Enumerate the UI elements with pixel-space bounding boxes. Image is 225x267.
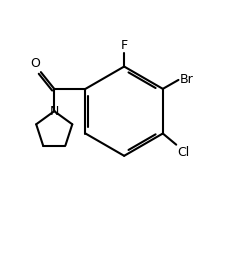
Text: Cl: Cl bbox=[177, 146, 189, 159]
Text: O: O bbox=[30, 57, 40, 70]
Text: N: N bbox=[49, 105, 59, 118]
Text: F: F bbox=[120, 39, 127, 52]
Text: Br: Br bbox=[179, 73, 192, 87]
